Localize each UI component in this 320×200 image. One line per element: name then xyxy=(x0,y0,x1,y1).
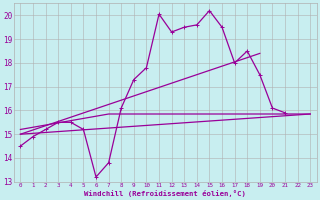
X-axis label: Windchill (Refroidissement éolien,°C): Windchill (Refroidissement éolien,°C) xyxy=(84,190,246,197)
